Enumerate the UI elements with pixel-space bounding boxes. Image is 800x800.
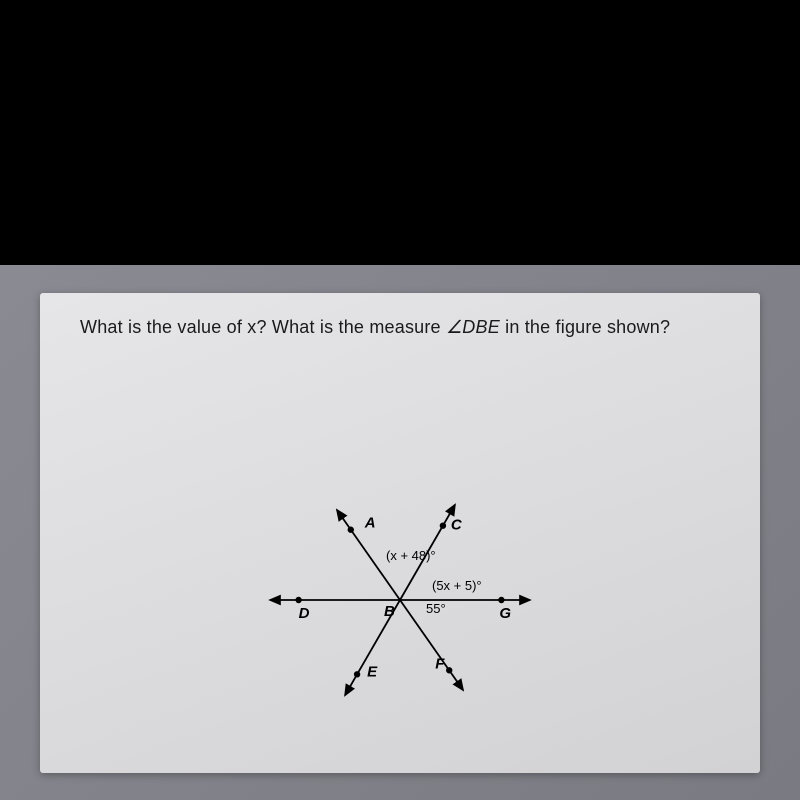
labels-group: A C D G E F B xyxy=(299,515,512,681)
top-black-bar xyxy=(0,0,800,265)
point-dot-E xyxy=(354,671,360,677)
angle-label-1: (5x + 5)° xyxy=(432,578,482,593)
point-dot-G xyxy=(498,597,504,603)
photo-background: What is the value of x? What is the meas… xyxy=(0,265,800,800)
point-label-G: G xyxy=(499,605,511,622)
point-dot-D xyxy=(295,597,301,603)
diagram-svg: A C D G E F B (x + 48)° (5x + 5)° 55° xyxy=(200,430,600,750)
point-dot-A xyxy=(348,527,354,533)
angle-label-2: 55° xyxy=(426,601,446,616)
point-label-C: C xyxy=(451,517,463,534)
question-part1: What is the value of x? What is the meas… xyxy=(80,317,446,337)
point-dot-F xyxy=(446,667,452,673)
point-label-D: D xyxy=(299,605,310,622)
point-dot-C xyxy=(440,523,446,529)
point-label-B: B xyxy=(384,603,395,620)
point-label-F: F xyxy=(435,655,445,672)
point-label-A: A xyxy=(364,515,376,532)
angle-labels-group: (x + 48)° (5x + 5)° 55° xyxy=(386,548,482,616)
question-text: What is the value of x? What is the meas… xyxy=(80,317,720,338)
worksheet-paper: What is the value of x? What is the meas… xyxy=(40,293,760,773)
point-label-E: E xyxy=(367,663,378,680)
angle-notation: ∠DBE xyxy=(446,317,500,337)
geometry-diagram: A C D G E F B (x + 48)° (5x + 5)° 55° xyxy=(200,430,600,750)
question-part2: in the figure shown? xyxy=(500,317,670,337)
rays-group xyxy=(270,505,530,696)
angle-label-0: (x + 48)° xyxy=(386,548,436,563)
